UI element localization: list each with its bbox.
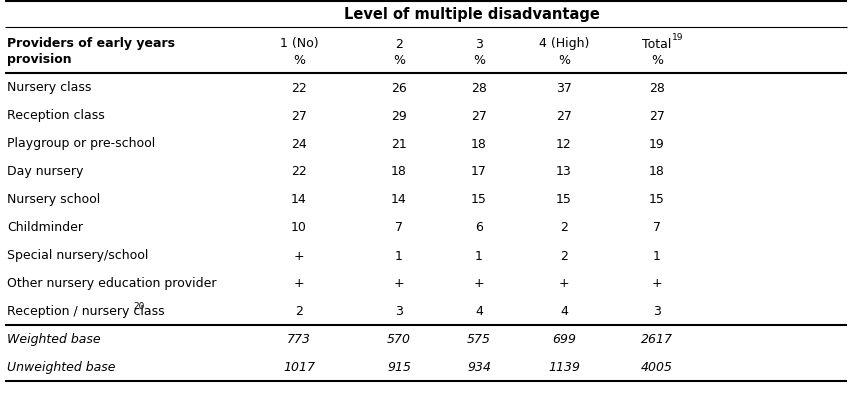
Text: +: + (652, 277, 662, 290)
Text: Other nursery education provider: Other nursery education provider (7, 277, 216, 290)
Text: 14: 14 (391, 193, 407, 206)
Text: 3: 3 (653, 305, 661, 318)
Text: 773: 773 (287, 333, 311, 346)
Text: 915: 915 (387, 361, 411, 373)
Text: 4005: 4005 (641, 361, 673, 373)
Text: 18: 18 (391, 165, 407, 178)
Text: +: + (294, 277, 304, 290)
Text: 1 (No): 1 (No) (279, 37, 319, 50)
Text: +: + (394, 277, 405, 290)
Text: 3: 3 (475, 37, 483, 50)
Text: 18: 18 (471, 137, 487, 150)
Text: provision: provision (7, 53, 72, 66)
Text: %: % (473, 53, 485, 66)
Text: 934: 934 (467, 361, 491, 373)
Text: 6: 6 (475, 221, 483, 234)
Text: 570: 570 (387, 333, 411, 346)
Text: 19: 19 (672, 32, 683, 41)
Text: Weighted base: Weighted base (7, 333, 101, 346)
Text: 28: 28 (649, 81, 665, 94)
Text: 21: 21 (391, 137, 407, 150)
Text: 27: 27 (291, 109, 307, 122)
Text: 19: 19 (649, 137, 665, 150)
Text: %: % (651, 53, 663, 66)
Text: Day nursery: Day nursery (7, 165, 83, 178)
Text: 699: 699 (552, 333, 576, 346)
Text: 15: 15 (556, 193, 572, 206)
Text: 20: 20 (133, 302, 145, 311)
Text: 27: 27 (556, 109, 572, 122)
Text: Nursery class: Nursery class (7, 81, 91, 94)
Text: 4: 4 (560, 305, 568, 318)
Text: 1: 1 (653, 249, 661, 262)
Text: %: % (393, 53, 405, 66)
Text: Reception / nursery class: Reception / nursery class (7, 305, 164, 318)
Text: 1017: 1017 (283, 361, 315, 373)
Text: 13: 13 (556, 165, 572, 178)
Text: 14: 14 (291, 193, 307, 206)
Text: 10: 10 (291, 221, 307, 234)
Text: 1139: 1139 (548, 361, 580, 373)
Text: 15: 15 (471, 193, 487, 206)
Text: Nursery school: Nursery school (7, 193, 101, 206)
Text: Childminder: Childminder (7, 221, 83, 234)
Text: 37: 37 (556, 81, 572, 94)
Text: Total: Total (642, 37, 671, 50)
Text: 575: 575 (467, 333, 491, 346)
Text: 2: 2 (560, 249, 568, 262)
Text: 4 (High): 4 (High) (538, 37, 590, 50)
Text: 27: 27 (471, 109, 487, 122)
Text: 26: 26 (391, 81, 407, 94)
Text: 17: 17 (471, 165, 487, 178)
Text: 22: 22 (291, 81, 307, 94)
Text: 22: 22 (291, 165, 307, 178)
Text: +: + (294, 249, 304, 262)
Text: 12: 12 (556, 137, 572, 150)
Text: 24: 24 (291, 137, 307, 150)
Text: Level of multiple disadvantage: Level of multiple disadvantage (344, 7, 600, 22)
Text: 2: 2 (560, 221, 568, 234)
Text: %: % (558, 53, 570, 66)
Text: 1: 1 (475, 249, 483, 262)
Text: 28: 28 (471, 81, 487, 94)
Text: 15: 15 (649, 193, 665, 206)
Text: %: % (293, 53, 305, 66)
Text: Playgroup or pre-school: Playgroup or pre-school (7, 137, 155, 150)
Text: +: + (474, 277, 484, 290)
Text: Reception class: Reception class (7, 109, 105, 122)
Text: 18: 18 (649, 165, 665, 178)
Text: 7: 7 (653, 221, 661, 234)
Text: Special nursery/school: Special nursery/school (7, 249, 148, 262)
Text: 7: 7 (395, 221, 403, 234)
Text: 4: 4 (475, 305, 483, 318)
Text: Providers of early years: Providers of early years (7, 37, 175, 50)
Text: 3: 3 (395, 305, 403, 318)
Text: 29: 29 (391, 109, 407, 122)
Text: 2: 2 (395, 37, 403, 50)
Text: 2617: 2617 (641, 333, 673, 346)
Text: 27: 27 (649, 109, 665, 122)
Text: 2: 2 (295, 305, 303, 318)
Text: 1: 1 (395, 249, 403, 262)
Text: Unweighted base: Unweighted base (7, 361, 116, 373)
Text: +: + (559, 277, 569, 290)
